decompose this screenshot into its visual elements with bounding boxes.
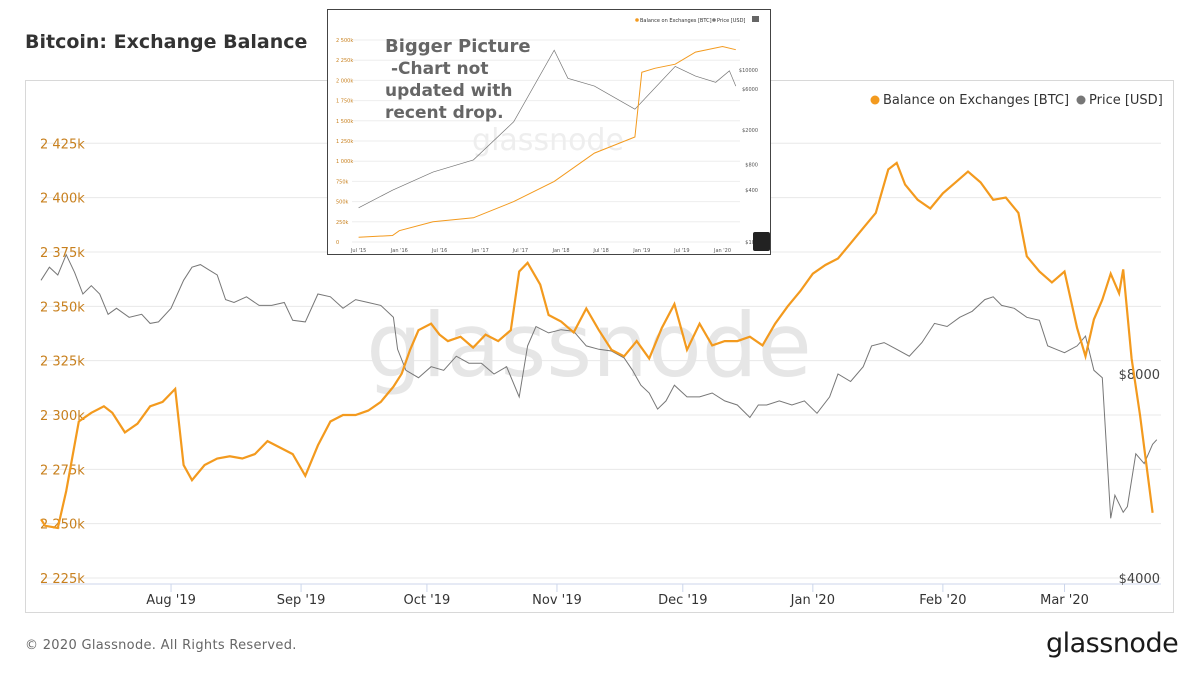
glassnode-logo[interactable]: glassnode <box>1046 628 1179 659</box>
chart-area[interactable]: 2 225k 2 250k 2 275k 2 300k 2 325k 2 350k 2 37… <box>25 80 1174 613</box>
inset-chart: 0 250k 500k 750k 1 000k 1 250k 1 500k 1 750k 2 0… <box>336 16 770 254</box>
inset-x-tick: Jan '19 <box>632 248 650 254</box>
y-tick-label-left: 2 400k <box>40 192 85 207</box>
y-tick-label-left: 2 300k <box>40 409 85 424</box>
legend-marker-balance <box>870 95 880 105</box>
annotation-title: Bigger Picture <box>385 36 531 57</box>
inset-x-tick: Jan '20 <box>713 248 731 254</box>
annotation-line-1: -Chart not <box>391 59 489 79</box>
inset-series-balance <box>358 45 736 238</box>
inset-y-tick-left: 0 <box>336 240 339 246</box>
inset-y-tick-right: $800 <box>745 162 758 168</box>
x-tick-label: Aug '19 <box>146 593 196 608</box>
inset-x-tick: Jul '15 <box>350 248 366 254</box>
inset-legend-marker-balance <box>635 18 639 22</box>
inset-x-tick: Jul '18 <box>592 248 608 254</box>
inset-camera-icon <box>752 16 759 22</box>
inset-x-tick: Jan '16 <box>390 248 408 254</box>
inset-y-tick-left: 1 500k <box>336 119 353 125</box>
inset-series-price <box>358 49 737 209</box>
y-tick-label-left: 2 225k <box>40 572 85 587</box>
inset-y-tick-left: 750k <box>336 179 349 185</box>
inset-y-tick-right: $2000 <box>742 128 758 134</box>
inset-screenshot: 0 250k 500k 750k 1 000k 1 250k 1 500k 1 750k 2 0… <box>327 9 771 255</box>
inset-y-tick-left: 2 000k <box>336 78 353 84</box>
copyright-text: © 2020 Glassnode. All Rights Reserved. <box>25 638 297 653</box>
watermark: glassnode <box>366 294 812 397</box>
legend-marker-price <box>1076 95 1086 105</box>
y-tick-label-left: 2 325k <box>40 355 85 370</box>
inset-y-tick-left: 250k <box>336 220 349 226</box>
page-title: Bitcoin: Exchange Balance <box>25 31 308 53</box>
inset-y-tick-right: $400 <box>745 188 758 194</box>
inset-y-tick-left: 2 250k <box>336 58 353 64</box>
inset-x-tick: Jan '18 <box>552 248 570 254</box>
inset-x-tick: Jul '16 <box>431 248 447 254</box>
legend-label-balance: Balance on Exchanges [BTC] <box>883 93 1069 108</box>
y-tick-label-left: 2 425k <box>40 137 85 152</box>
series-line-balance <box>40 161 1154 530</box>
inset-y-tick-left: 1 750k <box>336 99 353 105</box>
inset-legend-marker-price <box>712 18 716 22</box>
inset-x-tick: Jul '19 <box>673 248 689 254</box>
annotation: Bigger Picture -Chart not updated with r… <box>385 36 531 124</box>
inset-y-tick-left: 2 500k <box>336 38 353 44</box>
legend-label-price: Price [USD] <box>1089 93 1163 108</box>
x-tick-label: Feb '20 <box>919 593 966 608</box>
inset-y-tick-left: 1 000k <box>336 159 353 165</box>
x-tick-label: Oct '19 <box>404 593 451 608</box>
y-tick-label-right: $4000 <box>1119 572 1160 587</box>
y-tick-label-left: 2 375k <box>40 246 85 261</box>
y-tick-label-left: 2 275k <box>40 463 85 478</box>
inset-watermark: glassnode <box>472 123 624 158</box>
x-tick-label: Dec '19 <box>658 593 707 608</box>
x-tick-label: Mar '20 <box>1040 593 1089 608</box>
x-tick-label: Sep '19 <box>277 593 326 608</box>
inset-comment-icon <box>753 232 770 251</box>
inset-y-tick-right: $100 <box>745 240 758 246</box>
y-tick-label-left: 2 250k <box>40 518 85 533</box>
inset-legend-label-price: Price [USD] <box>717 18 745 24</box>
inset-x-tick: Jul '17 <box>512 248 528 254</box>
x-tick-label: Nov '19 <box>532 593 582 608</box>
inset-x-tick: Jan '17 <box>471 248 489 254</box>
inset-y-tick-right: $6000 <box>742 87 758 93</box>
exchange-balance-chart[interactable]: 2 225k 2 250k 2 275k 2 300k 2 325k 2 350k 2 37… <box>26 81 1175 614</box>
inset-y-tick-left: 500k <box>336 200 349 206</box>
inset-legend-label-balance: Balance on Exchanges [BTC] <box>640 18 712 24</box>
inset-y-tick-left: 1 250k <box>336 139 353 145</box>
annotation-line-3: recent drop. <box>385 103 504 123</box>
y-tick-label-right: $8000 <box>1119 368 1160 383</box>
x-tick-label: Jan '20 <box>790 593 835 608</box>
annotation-line-2: updated with <box>385 81 513 101</box>
y-tick-label-left: 2 350k <box>40 300 85 315</box>
inset-y-tick-right: $10000 <box>739 68 758 74</box>
